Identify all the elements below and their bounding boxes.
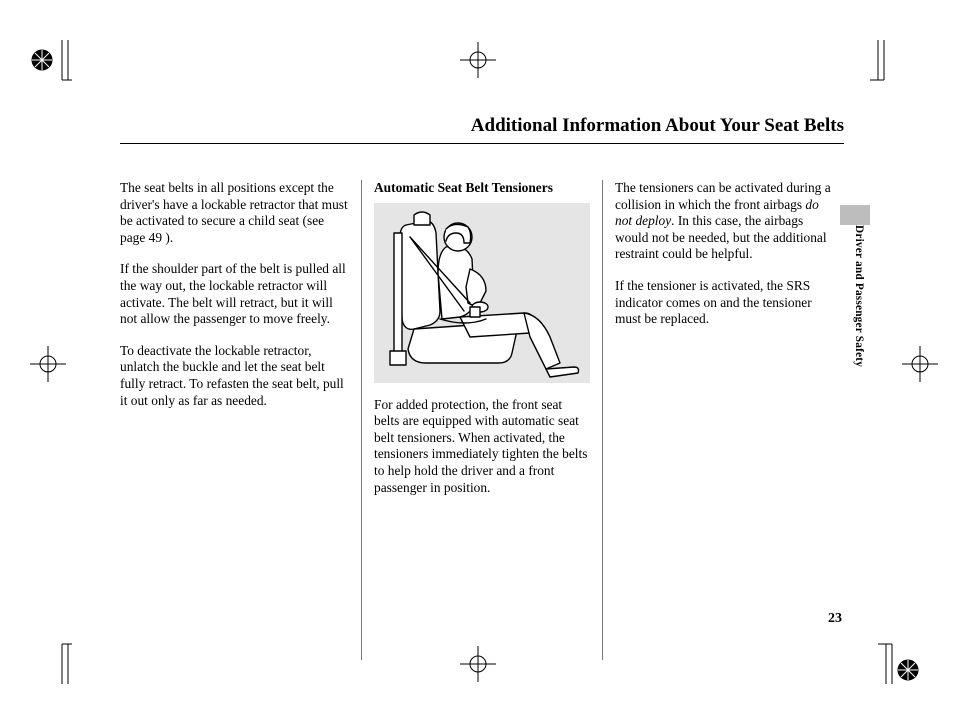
col3-p1-a: The tensioners can be activated during a… [615,180,831,212]
page-title: Additional Information About Your Seat B… [120,115,844,144]
col1-p3: To deactivate the lockable retractor, un… [120,343,349,409]
reg-mark-br [878,640,926,688]
page-body: Additional Information About Your Seat B… [120,115,844,660]
col1-p2: If the shoulder part of the belt is pull… [120,261,349,327]
reg-mark-mr [896,340,944,388]
reg-mark-ml [24,340,72,388]
column-3: The tensioners can be activated during a… [602,180,843,660]
col2-p1: For added protection, the front seat bel… [374,397,590,497]
col2-subhead: Automatic Seat Belt Tensioners [374,180,590,197]
col1-p1: The seat belts in all positions except t… [120,180,349,246]
reg-mark-bl [24,640,72,688]
seatbelt-illustration [374,203,590,383]
reg-mark-tl [24,36,72,84]
col3-p1: The tensioners can be activated during a… [615,180,831,263]
section-tab [840,205,870,225]
col3-p2: If the tensioner is activated, the SRS i… [615,278,831,328]
column-2: Automatic Seat Belt Tensioners [361,180,602,660]
column-1: The seat belts in all positions except t… [120,180,361,600]
section-caption: Driver and Passenger Safety [853,225,865,367]
columns: The seat belts in all positions except t… [120,180,844,660]
page-number: 23 [828,611,842,627]
reg-mark-tr [870,36,918,84]
reg-mark-tc [454,36,502,84]
